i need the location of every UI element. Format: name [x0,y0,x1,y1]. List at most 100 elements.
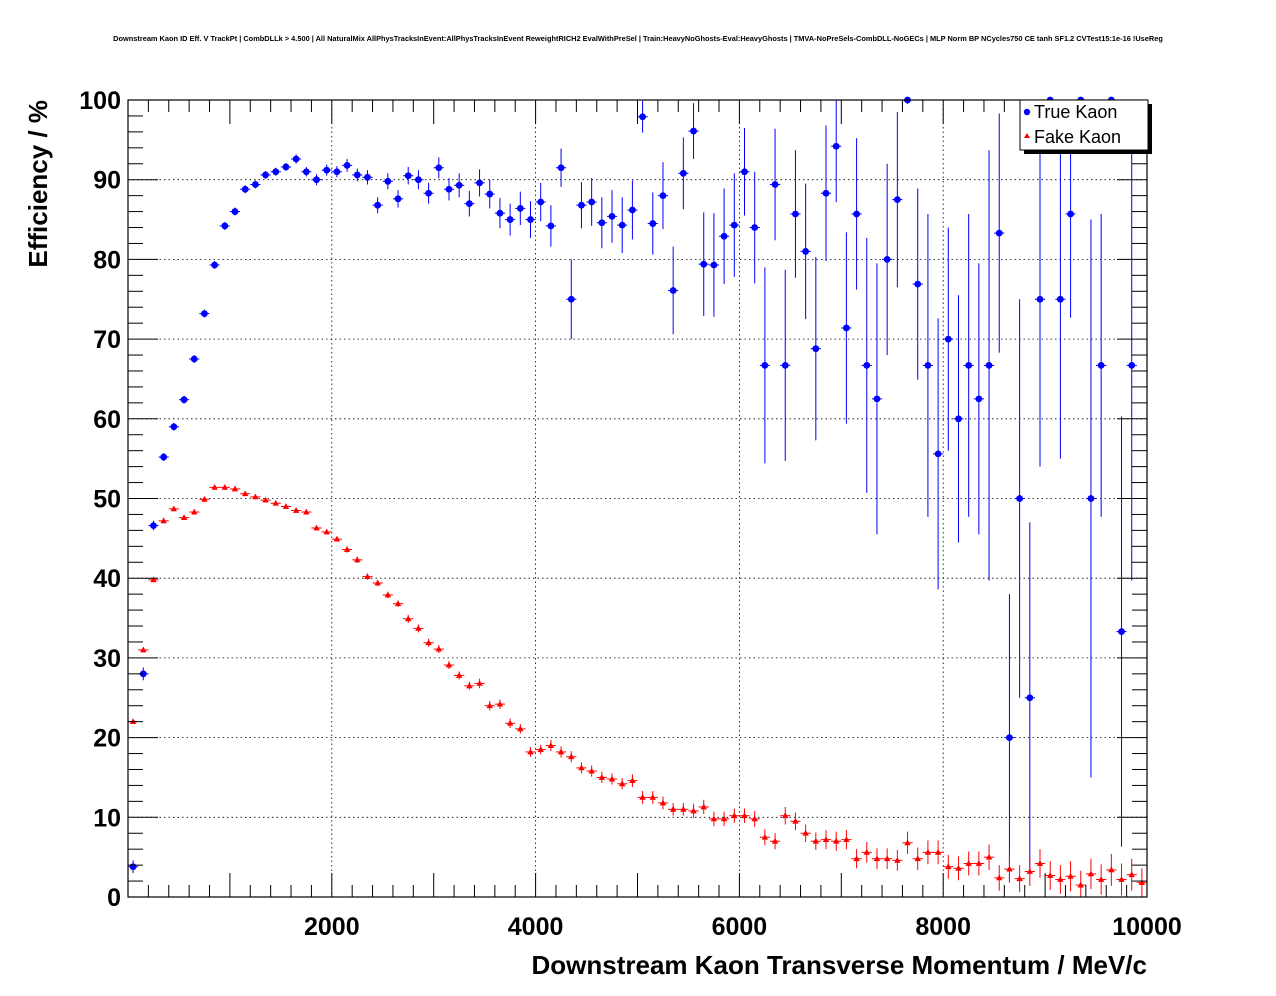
data-point [639,113,646,121]
data-point [955,415,962,423]
data-point [598,219,606,227]
data-point [873,855,881,862]
data-point [231,485,239,492]
data-point [1128,362,1136,369]
data-point [985,853,993,860]
data-point [690,127,697,135]
data-point [496,209,504,217]
data-point [710,815,718,822]
data-point [1056,295,1064,303]
data-point [282,163,290,171]
y-tick-label: 90 [93,167,121,195]
data-point [272,168,280,176]
data-point [394,195,402,203]
data-point [353,171,361,179]
data-point [251,181,259,188]
data-point [303,508,310,515]
data-point [140,646,147,653]
data-point [700,803,707,810]
y-tick-label: 50 [93,486,121,514]
data-point [384,177,392,185]
legend-fake-kaon-marker [1024,133,1030,138]
data-point [1108,866,1115,873]
data-point [629,777,636,784]
y-axis-label: Efficiency / % [23,100,53,268]
data-points [128,96,1147,897]
y-tick-label: 40 [93,565,121,593]
data-point [771,837,779,844]
data-point [190,355,198,363]
data-point [588,767,595,774]
data-point [354,556,361,563]
data-point [374,579,381,586]
data-point [761,833,769,840]
data-point [160,517,167,524]
data-point [262,496,269,503]
data-point [527,216,534,223]
data-point [944,335,952,343]
data-point [618,221,626,229]
data-point [965,362,973,369]
y-tick-label: 30 [93,645,121,673]
x-tick-label: 10000 [1112,913,1182,941]
data-point [1118,628,1125,635]
data-point [578,764,585,771]
data-point [782,812,789,819]
data-point [404,172,412,180]
legend: True Kaon Fake Kaon [1019,99,1152,154]
data-point [568,753,575,760]
data-point [690,807,697,814]
data-point [201,495,208,502]
axis-ticks [128,100,1147,897]
data-point [374,201,382,209]
data-point [455,181,463,189]
data-point [649,220,657,227]
legend-fake-kaon-label: Fake Kaon [1034,127,1121,147]
data-point [1128,871,1135,878]
x-tick-label: 4000 [508,913,564,941]
data-point [649,793,656,800]
data-point [1097,876,1105,882]
data-point [1138,879,1146,886]
data-point [445,185,453,193]
data-point [893,196,901,204]
data-point [975,395,983,403]
data-point [812,837,820,844]
data-point [995,229,1003,237]
data-point [659,799,667,806]
data-point [965,860,972,866]
data-point [465,200,473,208]
data-point [211,261,219,269]
data-point [710,261,718,269]
data-point [741,168,748,176]
data-point [1006,734,1013,741]
data-point [323,528,330,535]
data-point [557,164,565,172]
data-point [435,645,442,652]
data-point [578,201,585,209]
data-point [843,836,850,843]
data-point [364,573,371,580]
data-point [364,173,371,181]
data-point [924,848,932,855]
data-point [516,204,524,212]
data-point [669,805,677,812]
data-point [863,848,870,855]
data-point [761,362,769,369]
data-point [1087,495,1095,502]
data-point [1026,694,1034,702]
data-point [812,345,820,353]
data-point [1118,876,1125,882]
grid [128,100,1147,897]
data-point [241,185,249,193]
data-point [853,210,860,218]
data-point [241,490,249,497]
x-axis-label: Downstream Kaon Transverse Momentum / Me… [531,950,1147,980]
data-point [547,222,555,230]
legend-true-kaon-marker [1023,108,1031,116]
data-point [150,522,157,529]
data-point [139,670,147,678]
data-point [201,310,208,317]
data-point [679,169,687,177]
data-point [781,362,789,369]
